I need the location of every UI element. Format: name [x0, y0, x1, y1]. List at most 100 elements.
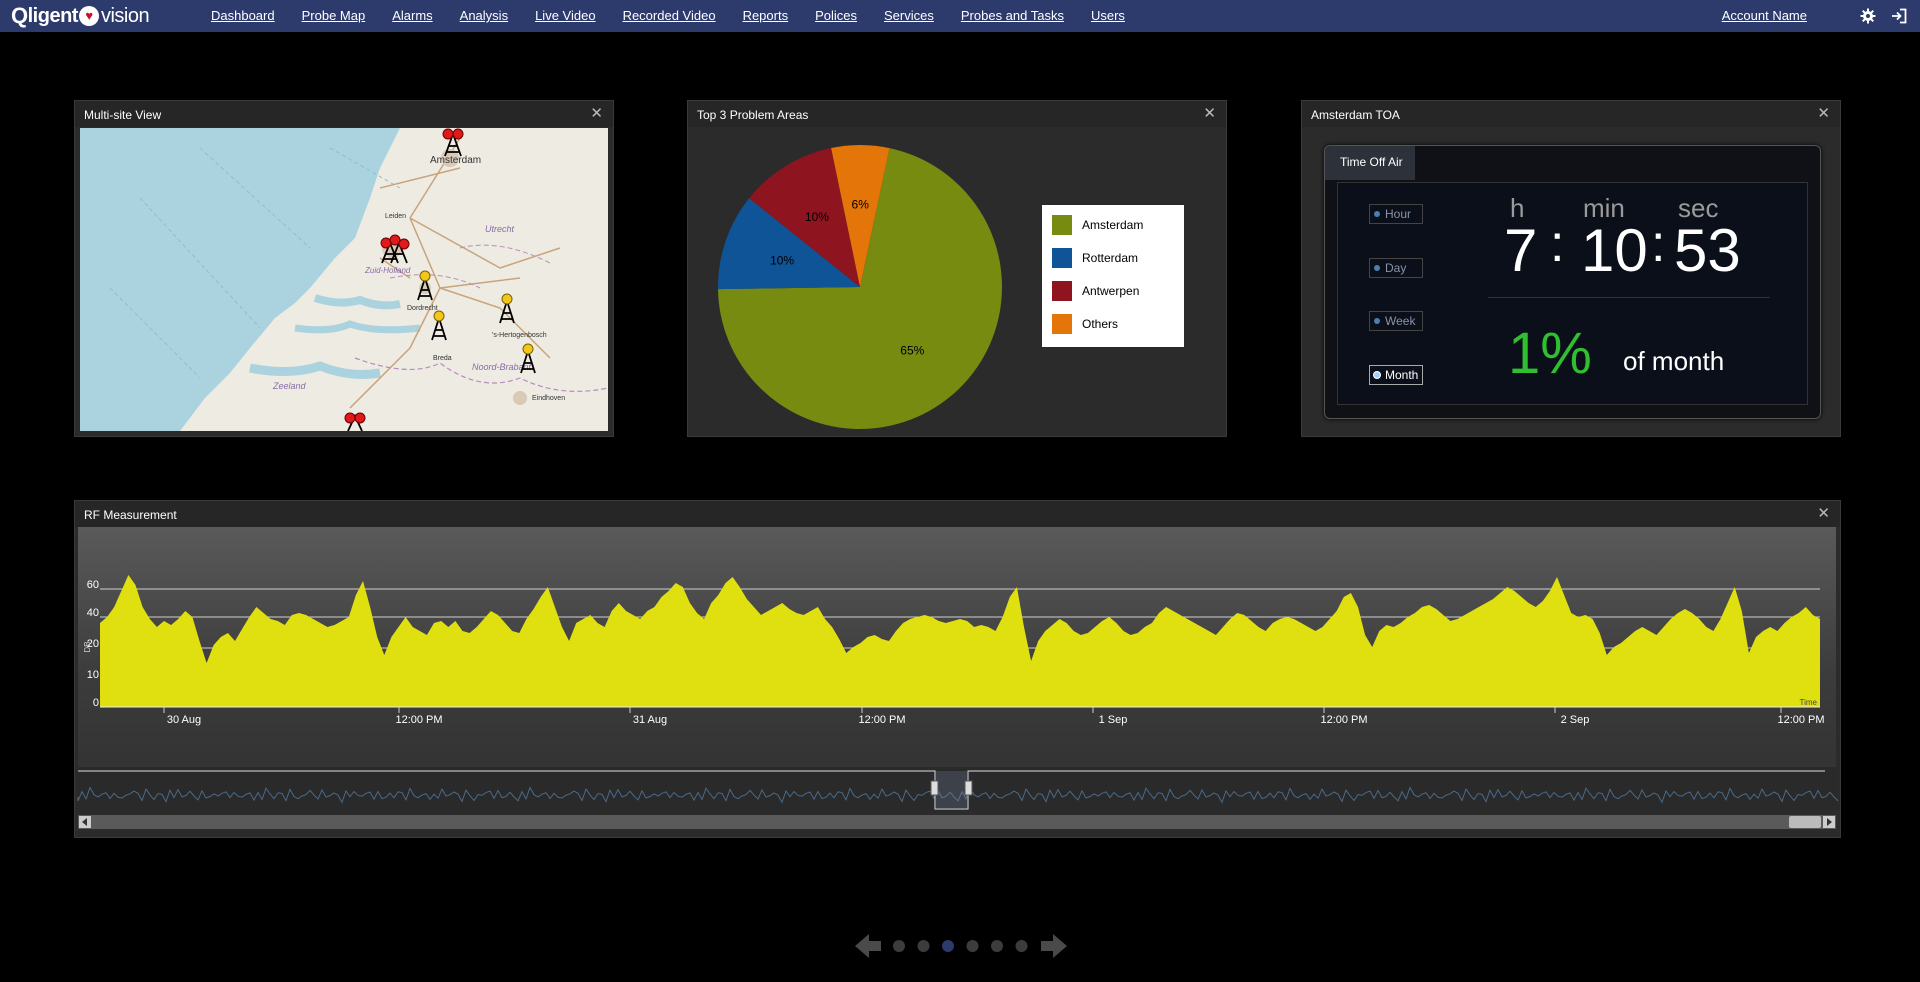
rf-area-chart[interactable]: 0 10 20 40 60 DB Time 30 Aug 12:00 PM 31 Aug 12:00… [78, 527, 1836, 771]
nav-analysis[interactable]: Analysis [459, 8, 509, 23]
close-icon[interactable]: ✕ [1203, 105, 1216, 122]
map-label-amsterdam: Amsterdam [430, 155, 481, 166]
probe-marker-eindhoven[interactable] [520, 343, 536, 374]
x-axis-label: Time [1800, 698, 1818, 707]
x-tick-label: 2 Sep [1561, 714, 1590, 726]
nav-recorded-video[interactable]: Recorded Video [622, 8, 716, 23]
pie-chart[interactable]: 65% 10% 10% 6% [688, 127, 1226, 435]
map-label-breda: Breda [433, 355, 452, 362]
map-label-zeeland: Zeeland [272, 381, 307, 391]
panel-title: Top 3 Problem Areas [697, 108, 809, 122]
rf-measurement-panel: RF Measurement ✕ 0 10 20 40 60 DB Time 30 Aug 12… [74, 500, 1841, 838]
rf-area-series[interactable] [100, 575, 1820, 707]
panel-header: Amsterdam TOA ✕ [1302, 101, 1840, 127]
probe-marker-alarm-antwerpen[interactable] [344, 412, 366, 431]
hours-unit: h [1510, 193, 1525, 223]
page-dot[interactable] [917, 940, 930, 952]
probe-marker-alarm-amsterdam[interactable] [442, 128, 464, 157]
page-dot[interactable] [893, 940, 905, 952]
period-option-week[interactable]: Week [1369, 311, 1423, 331]
close-icon[interactable]: ✕ [1817, 505, 1830, 522]
panel-header: Top 3 Problem Areas ✕ [688, 101, 1226, 127]
radio-dot-icon [1374, 211, 1380, 217]
page-dot[interactable] [942, 940, 954, 952]
period-option-hour[interactable]: Hour [1369, 204, 1423, 224]
navigator-window[interactable] [935, 771, 968, 809]
time-separator: : [1651, 215, 1666, 273]
nav-dashboard[interactable]: Dashboard [211, 8, 275, 23]
logo-heart-icon: ♥ [78, 6, 99, 26]
legend-swatch [1052, 215, 1072, 235]
multi-site-view-panel: Multi-site View ✕ Amsterdam Leiden Utrec… [74, 100, 614, 437]
x-tick-label: 12:00 PM [858, 714, 905, 726]
x-tick-label: 12:00 PM [395, 714, 442, 726]
period-label: Week [1385, 314, 1416, 328]
probe-marker-dordrecht[interactable] [417, 270, 433, 301]
x-tick-label: 1 Sep [1099, 714, 1128, 726]
pie-slice-antwerpen[interactable] [749, 147, 860, 287]
pie-legend: Amsterdam Rotterdam Antwerpen Others [1042, 205, 1184, 347]
legend-label: Others [1082, 317, 1119, 331]
legend-item-rotterdam: Rotterdam [1052, 248, 1138, 268]
y-tick-label: 0 [93, 697, 99, 709]
period-label: Day [1385, 261, 1407, 275]
gear-icon[interactable] [1860, 8, 1876, 24]
x-tick-label: 31 Aug [633, 714, 667, 726]
nav-probes-and-tasks[interactable]: Probes and Tasks [960, 8, 1064, 23]
period-option-month[interactable]: Month [1369, 365, 1423, 385]
nav-probe-map[interactable]: Probe Map [301, 8, 366, 23]
period-option-day[interactable]: Day [1369, 258, 1423, 278]
seconds-value: 53 [1674, 217, 1741, 284]
legend-swatch [1052, 281, 1072, 301]
hours-value: 7 [1504, 217, 1538, 284]
time-off-air-card: Time Off Air Hour Day Week Month h min s… [1324, 145, 1821, 419]
legend-item-amsterdam: Amsterdam [1052, 215, 1143, 235]
previous-arrow-icon[interactable] [855, 934, 881, 958]
probe-marker-breda[interactable] [431, 310, 447, 341]
rf-navigator[interactable] [75, 767, 1840, 837]
navigator-background [78, 767, 1837, 811]
page-dot[interactable] [1015, 940, 1028, 952]
logout-icon[interactable] [1891, 8, 1907, 24]
horizontal-scrollbar[interactable] [78, 815, 1836, 829]
nav-users[interactable]: Users [1090, 8, 1125, 23]
nav-reports[interactable]: Reports [742, 8, 789, 23]
pie-slice-amsterdam[interactable] [718, 148, 1002, 430]
legend-label: Antwerpen [1082, 284, 1140, 298]
navigator-handle-left[interactable] [930, 780, 939, 796]
map-label-utrecht: Utrecht [485, 224, 515, 234]
nav-services[interactable]: Services [884, 8, 934, 23]
minutes-unit: min [1583, 193, 1625, 223]
probe-marker-hertogenbosch[interactable] [499, 293, 515, 324]
map-label-noord-brabant: Noord-Brabant [472, 362, 532, 372]
legend-item-antwerpen: Antwerpen [1052, 281, 1139, 301]
account-name-link[interactable]: Account Name [1721, 8, 1807, 23]
next-arrow-icon[interactable] [1041, 934, 1067, 958]
nav-polices[interactable]: Polices [815, 8, 858, 23]
legend-swatch [1052, 248, 1072, 268]
nav-live-video[interactable]: Live Video [535, 8, 596, 23]
navigator-handle-right[interactable] [964, 780, 973, 796]
pie-slice-rotterdam[interactable] [718, 198, 860, 290]
time-off-air-display: Hour Day Week Month h min sec 7 : 10 : 5… [1337, 182, 1808, 405]
close-icon[interactable]: ✕ [1817, 105, 1830, 122]
panel-title: RF Measurement [84, 508, 177, 522]
nav-alarms[interactable]: Alarms [392, 8, 433, 23]
pie-slice-others[interactable] [831, 145, 890, 287]
y-tick-label: 60 [87, 579, 99, 591]
amsterdam-toa-panel: Amsterdam TOA ✕ Time Off Air Hour Day We… [1301, 100, 1841, 437]
page-dot[interactable] [966, 940, 979, 952]
map-label-zuid-holland: Zuid-Holland [364, 266, 411, 275]
site-map[interactable]: Amsterdam Leiden Utrecht Zuid-Holland Do… [80, 128, 608, 431]
map-label-hertogenbosch: 's-Hertogenbosch [492, 332, 547, 339]
page-dot[interactable] [991, 940, 1003, 952]
probe-marker-alarm-rotterdam[interactable] [380, 234, 410, 264]
tab-label: Time Off Air [1340, 155, 1403, 169]
close-icon[interactable]: ✕ [590, 105, 603, 122]
percent-off-air: 1% [1508, 321, 1592, 386]
scrollbar-thumb[interactable] [1789, 816, 1821, 828]
pie-slice-label: 65% [900, 344, 924, 358]
time-off-air-tab[interactable]: Time Off Air [1325, 146, 1415, 180]
